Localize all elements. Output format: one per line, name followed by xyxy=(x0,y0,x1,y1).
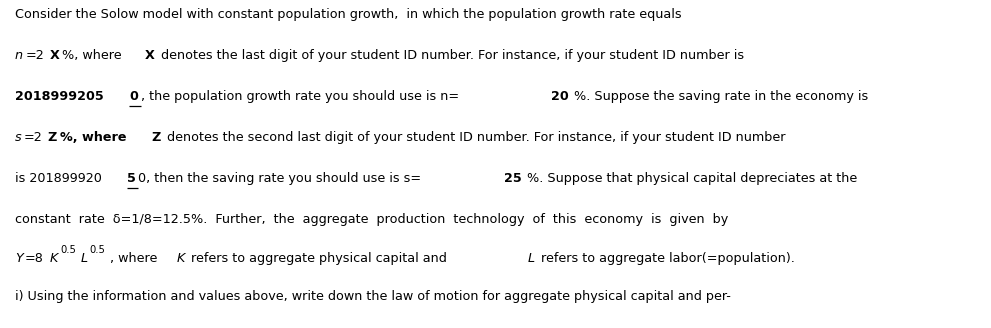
Text: constant  rate  δ=1/8=12.5%.  Further,  the  aggregate  production  technology  : constant rate δ=1/8=12.5%. Further, the … xyxy=(15,213,728,226)
Text: Z: Z xyxy=(152,131,161,144)
Text: refers to aggregate labor(=population).: refers to aggregate labor(=population). xyxy=(537,253,795,265)
Text: 20: 20 xyxy=(551,90,569,103)
Text: 0, then the saving rate you should use is s=: 0, then the saving rate you should use i… xyxy=(139,172,421,185)
Text: , where: , where xyxy=(110,253,162,265)
Text: denotes the second last digit of your student ID number. For instance, if your s: denotes the second last digit of your st… xyxy=(164,131,786,144)
Text: Z: Z xyxy=(48,131,56,144)
Text: X: X xyxy=(145,49,155,62)
Text: is 201899920: is 201899920 xyxy=(15,172,102,185)
Text: denotes the last digit of your student ID number. For instance, if your student : denotes the last digit of your student I… xyxy=(158,49,744,62)
Text: 0: 0 xyxy=(130,90,139,103)
Text: 5: 5 xyxy=(127,172,136,185)
Text: K: K xyxy=(176,253,185,265)
Text: =2: =2 xyxy=(26,49,44,62)
Text: X: X xyxy=(50,49,59,62)
Text: Consider the Solow model with constant population growth,  in which the populati: Consider the Solow model with constant p… xyxy=(15,8,682,21)
Text: =2: =2 xyxy=(24,131,43,144)
Text: =8: =8 xyxy=(25,253,44,265)
Text: s: s xyxy=(15,131,22,144)
Text: %. Suppose the saving rate in the economy is: %. Suppose the saving rate in the econom… xyxy=(574,90,868,103)
Text: %. Suppose that physical capital depreciates at the: %. Suppose that physical capital depreci… xyxy=(526,172,857,185)
Text: %, where: %, where xyxy=(59,131,131,144)
Text: i) Using the information and values above, write down the law of motion for aggr: i) Using the information and values abov… xyxy=(15,290,730,303)
Text: L: L xyxy=(528,253,535,265)
Text: K: K xyxy=(50,253,57,265)
Text: %, where: %, where xyxy=(62,49,126,62)
Text: 0.5: 0.5 xyxy=(90,245,106,255)
Text: 2018999205: 2018999205 xyxy=(15,90,104,103)
Text: refers to aggregate physical capital and: refers to aggregate physical capital and xyxy=(187,253,451,265)
Text: L: L xyxy=(80,253,87,265)
Text: Y: Y xyxy=(15,253,23,265)
Text: n: n xyxy=(15,49,23,62)
Text: 0.5: 0.5 xyxy=(60,245,76,255)
Text: 25: 25 xyxy=(503,172,521,185)
Text: , the population growth rate you should use is n=: , the population growth rate you should … xyxy=(141,90,459,103)
